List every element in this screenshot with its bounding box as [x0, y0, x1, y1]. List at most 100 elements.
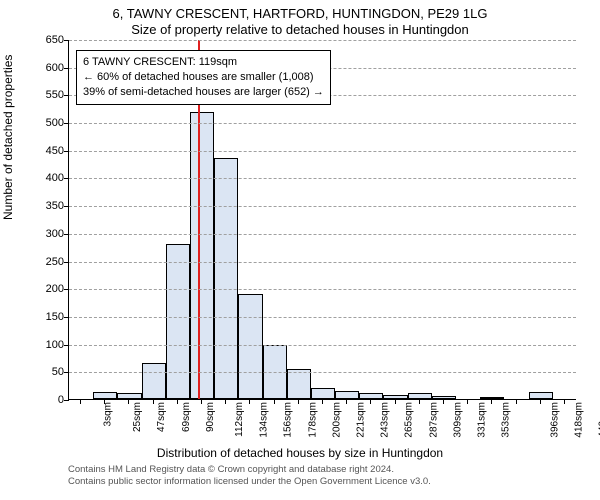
ytick-label: 150	[24, 311, 64, 323]
ytick-label: 650	[24, 34, 64, 46]
ytick-mark	[64, 123, 69, 124]
xtick-label: 287sqm	[428, 402, 439, 438]
xtick-label: 243sqm	[380, 402, 391, 438]
ytick-mark	[64, 372, 69, 373]
annotation-line3: 39% of semi-detached houses are larger (…	[83, 85, 324, 100]
xtick-mark	[153, 399, 154, 404]
annotation-line1: 6 TAWNY CRESCENT: 119sqm	[83, 55, 324, 70]
xtick-mark	[516, 399, 517, 404]
histogram-bar	[311, 388, 335, 399]
ytick-label: 50	[24, 366, 64, 378]
xtick-label: 90sqm	[205, 402, 216, 432]
ytick-mark	[64, 317, 69, 318]
annotation-box: 6 TAWNY CRESCENT: 119sqm ← 60% of detach…	[76, 50, 331, 105]
chart-title-line2: Size of property relative to detached ho…	[0, 22, 600, 37]
xtick-mark	[395, 399, 396, 404]
gridline-h	[69, 317, 576, 318]
ytick-mark	[64, 95, 69, 96]
xtick-label: 69sqm	[181, 402, 192, 432]
xtick-label: 3sqm	[103, 402, 114, 426]
chart-title-line1: 6, TAWNY CRESCENT, HARTFORD, HUNTINGDON,…	[0, 6, 600, 21]
histogram-bar	[359, 393, 383, 399]
xtick-label: 418sqm	[573, 402, 584, 438]
ytick-mark	[64, 289, 69, 290]
histogram-bar	[93, 392, 117, 399]
histogram-bar	[190, 112, 214, 399]
ytick-label: 100	[24, 339, 64, 351]
xtick-mark	[419, 399, 420, 404]
ytick-mark	[64, 151, 69, 152]
ytick-label: 350	[24, 200, 64, 212]
histogram-bar	[408, 393, 432, 399]
histogram-bar	[529, 392, 553, 399]
xtick-label: 112sqm	[234, 402, 245, 437]
ytick-mark	[64, 400, 69, 401]
xtick-label: 331sqm	[477, 402, 488, 438]
xtick-mark	[104, 399, 105, 404]
histogram-bar	[166, 244, 190, 399]
histogram-bar	[142, 363, 166, 399]
ytick-label: 0	[24, 394, 64, 406]
xtick-label: 47sqm	[156, 402, 167, 432]
ytick-label: 400	[24, 172, 64, 184]
xtick-mark	[346, 399, 347, 404]
histogram-bar	[238, 294, 262, 399]
y-axis-label: Number of detached properties	[1, 55, 15, 220]
xtick-mark	[80, 399, 81, 404]
ytick-label: 500	[24, 117, 64, 129]
ytick-label: 200	[24, 283, 64, 295]
gridline-h	[69, 234, 576, 235]
xtick-mark	[177, 399, 178, 404]
xtick-label: 25sqm	[132, 402, 143, 432]
ytick-mark	[64, 206, 69, 207]
xtick-mark	[249, 399, 250, 404]
xtick-mark	[128, 399, 129, 404]
xtick-mark	[201, 399, 202, 404]
histogram-bar	[214, 158, 238, 399]
xtick-label: 178sqm	[307, 402, 318, 438]
gridline-h	[69, 151, 576, 152]
ytick-mark	[64, 68, 69, 69]
xtick-mark	[540, 399, 541, 404]
xtick-label: 156sqm	[283, 402, 294, 438]
xtick-mark	[491, 399, 492, 404]
footer-line2: Contains public sector information licen…	[68, 476, 431, 488]
xtick-mark	[225, 399, 226, 404]
gridline-h	[69, 178, 576, 179]
footer-line1: Contains HM Land Registry data © Crown c…	[68, 464, 431, 476]
ytick-label: 450	[24, 145, 64, 157]
gridline-h	[69, 123, 576, 124]
xtick-label: 134sqm	[259, 402, 270, 438]
ytick-mark	[64, 262, 69, 263]
ytick-mark	[64, 40, 69, 41]
gridline-h	[69, 40, 576, 41]
ytick-label: 600	[24, 62, 64, 74]
ytick-label: 250	[24, 256, 64, 268]
ytick-label: 300	[24, 228, 64, 240]
xtick-mark	[443, 399, 444, 404]
xtick-mark	[274, 399, 275, 404]
xtick-label: 309sqm	[452, 402, 463, 438]
xtick-mark	[322, 399, 323, 404]
xtick-label: 396sqm	[549, 402, 560, 438]
xtick-label: 353sqm	[501, 402, 512, 438]
xtick-label: 265sqm	[404, 402, 415, 438]
histogram-bar	[480, 397, 504, 399]
ytick-mark	[64, 178, 69, 179]
gridline-h	[69, 345, 576, 346]
xtick-mark	[370, 399, 371, 404]
xtick-label: 221sqm	[356, 402, 367, 438]
ytick-label: 550	[24, 89, 64, 101]
gridline-h	[69, 289, 576, 290]
xtick-mark	[564, 399, 565, 404]
ytick-mark	[64, 234, 69, 235]
ytick-mark	[64, 345, 69, 346]
footer-attribution: Contains HM Land Registry data © Crown c…	[68, 464, 431, 489]
gridline-h	[69, 372, 576, 373]
xtick-mark	[298, 399, 299, 404]
chart-container: 6, TAWNY CRESCENT, HARTFORD, HUNTINGDON,…	[0, 0, 600, 500]
annotation-line2: ← 60% of detached houses are smaller (1,…	[83, 70, 324, 85]
histogram-bar	[117, 393, 141, 399]
histogram-bar	[335, 391, 359, 399]
xtick-mark	[467, 399, 468, 404]
